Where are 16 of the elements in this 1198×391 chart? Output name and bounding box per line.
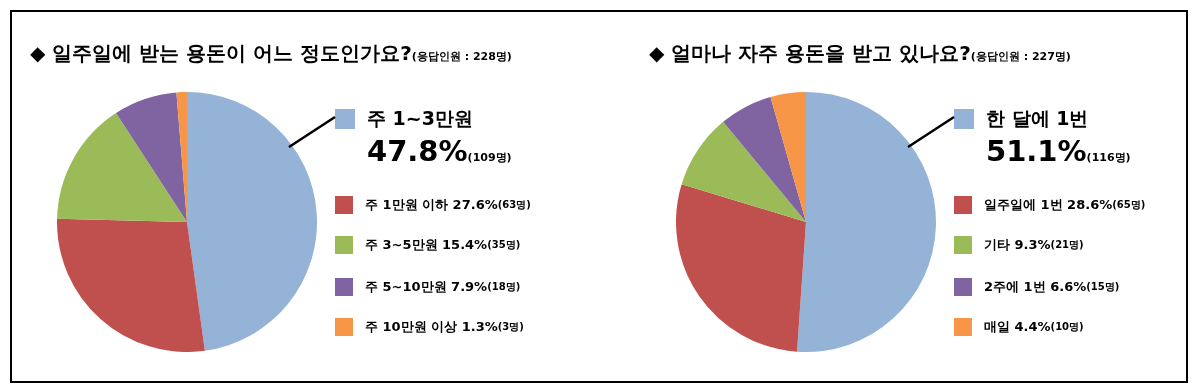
chart-subtitle: (응답인원 : 228명) xyxy=(411,50,512,63)
legend-label: 주 10만원 이상 1.3%(3명) xyxy=(365,318,524,336)
data-label: 47.8%(109명) xyxy=(367,134,512,168)
legend-label: 주 1만원 이하 27.6%(63명) xyxy=(365,196,531,214)
legend-label: 주 3~5만원 15.4%(35명) xyxy=(365,236,521,254)
legend-label: 한 달에 1번 xyxy=(986,106,1089,131)
legend-label: 주 1~3만원 xyxy=(367,106,473,131)
chart-title: ◆ 일주일에 받는 용돈이 어느 정도인가요? xyxy=(30,41,412,65)
chart-subtitle: (응답인원 : 227명) xyxy=(970,50,1071,63)
chart-title: ◆ 얼마나 자주 용돈을 받고 있나요? xyxy=(649,41,971,65)
legend-label: 2주에 1번 6.6%(15명) xyxy=(984,278,1120,296)
legend-label: 주 5~10만원 7.9%(18명) xyxy=(365,278,521,296)
legend-label: 매일 4.4%(10명) xyxy=(984,318,1084,336)
legend-label: 기타 9.3%(21명) xyxy=(984,236,1084,254)
data-label: 51.1%(116명) xyxy=(986,134,1131,168)
legend-label: 일주일에 1번 28.6%(65명) xyxy=(984,196,1146,214)
